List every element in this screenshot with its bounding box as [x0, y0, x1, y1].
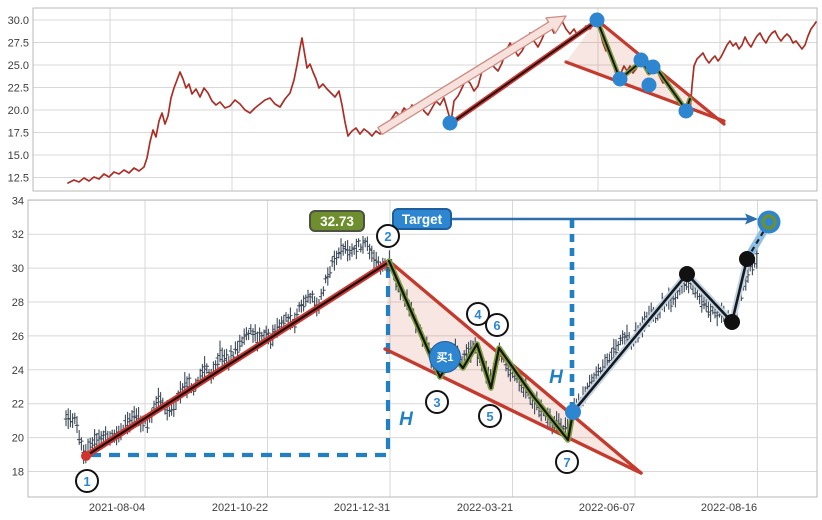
x-tick-label: 2022-08-16 — [701, 502, 757, 514]
y-tick-label: 27.5 — [8, 38, 29, 50]
breakout-line — [571, 257, 749, 414]
pivot-dot-blue — [641, 77, 657, 93]
y-tick-label: 30.0 — [8, 15, 29, 27]
y-tick-label: 20 — [12, 433, 24, 445]
y-tick-label: 17.5 — [8, 128, 29, 140]
y-tick-label: 32 — [12, 229, 24, 241]
y-tick-label: 28 — [12, 297, 24, 309]
pivot-dot-blue — [612, 71, 628, 87]
y-tick-label: 26 — [12, 331, 24, 343]
pivot-dot-blue — [589, 12, 605, 28]
swing-dot-black — [739, 251, 755, 267]
swing-dot-black — [724, 314, 740, 330]
target-dot-center — [766, 219, 772, 225]
plot-area — [28, 200, 817, 497]
y-tick-label: 24 — [12, 365, 24, 377]
y-tick-label: 22.5 — [8, 83, 29, 95]
flagpole-trendline-black — [449, 20, 598, 125]
trend-start-dot-red — [81, 451, 91, 461]
y-tick-label: 15.0 — [8, 150, 29, 162]
pivot-dot-blue — [633, 52, 649, 68]
x-tick-label: 2022-03-21 — [457, 502, 513, 514]
plot-frame — [27, 199, 818, 498]
pivot-dot-blue — [442, 115, 458, 131]
target-dot-ring — [761, 214, 777, 230]
y-tick-label: 20.0 — [8, 105, 29, 117]
y-tick-label: 12.5 — [8, 173, 29, 185]
uptrend-line-black — [84, 260, 391, 458]
y-tick-label: 34 — [12, 195, 24, 207]
y-tick-label: 30 — [12, 263, 24, 275]
price-line — [67, 20, 817, 184]
pivot-dot-blue — [645, 59, 661, 75]
y-tick-label: 25.0 — [8, 60, 29, 72]
pivot-dot-blue — [678, 103, 694, 119]
x-tick-label: 2021-08-04 — [89, 502, 145, 514]
pennant-lower-trendline — [564, 60, 726, 123]
breakout-dot-blue — [565, 404, 581, 420]
x-tick-label: 2021-12-31 — [334, 502, 390, 514]
x-tick-label: 2021-10-22 — [212, 502, 268, 514]
uptrend-arrow — [377, 15, 567, 136]
flag-height-dashed-line — [90, 263, 391, 458]
target-arrowhead — [745, 213, 758, 225]
x-tick-label: 2022-06-07 — [579, 502, 635, 514]
plot-frame — [32, 7, 818, 192]
y-tick-label: 18 — [12, 467, 24, 479]
target-leg-dashed — [746, 223, 769, 260]
swing-dot-black — [679, 266, 695, 282]
wedge-lower-trendline — [383, 347, 643, 475]
y-tick-label: 22 — [12, 399, 24, 411]
